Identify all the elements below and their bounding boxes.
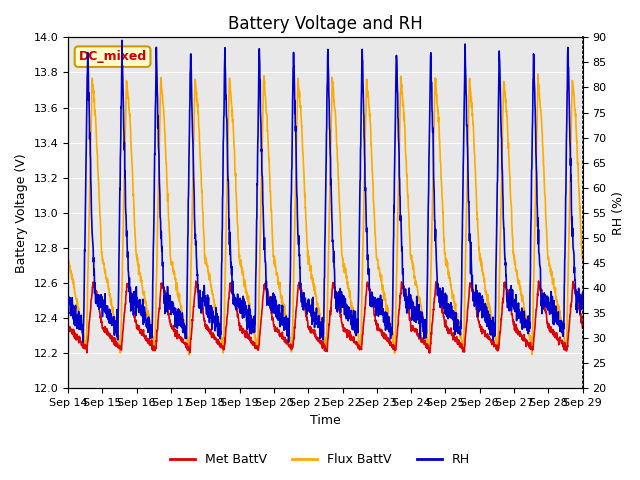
Y-axis label: Battery Voltage (V): Battery Voltage (V) — [15, 153, 28, 273]
Legend: Met BattV, Flux BattV, RH: Met BattV, Flux BattV, RH — [165, 448, 475, 471]
Title: Battery Voltage and RH: Battery Voltage and RH — [228, 15, 423, 33]
Y-axis label: RH (%): RH (%) — [612, 191, 625, 235]
X-axis label: Time: Time — [310, 414, 340, 427]
Text: DC_mixed: DC_mixed — [79, 50, 147, 63]
